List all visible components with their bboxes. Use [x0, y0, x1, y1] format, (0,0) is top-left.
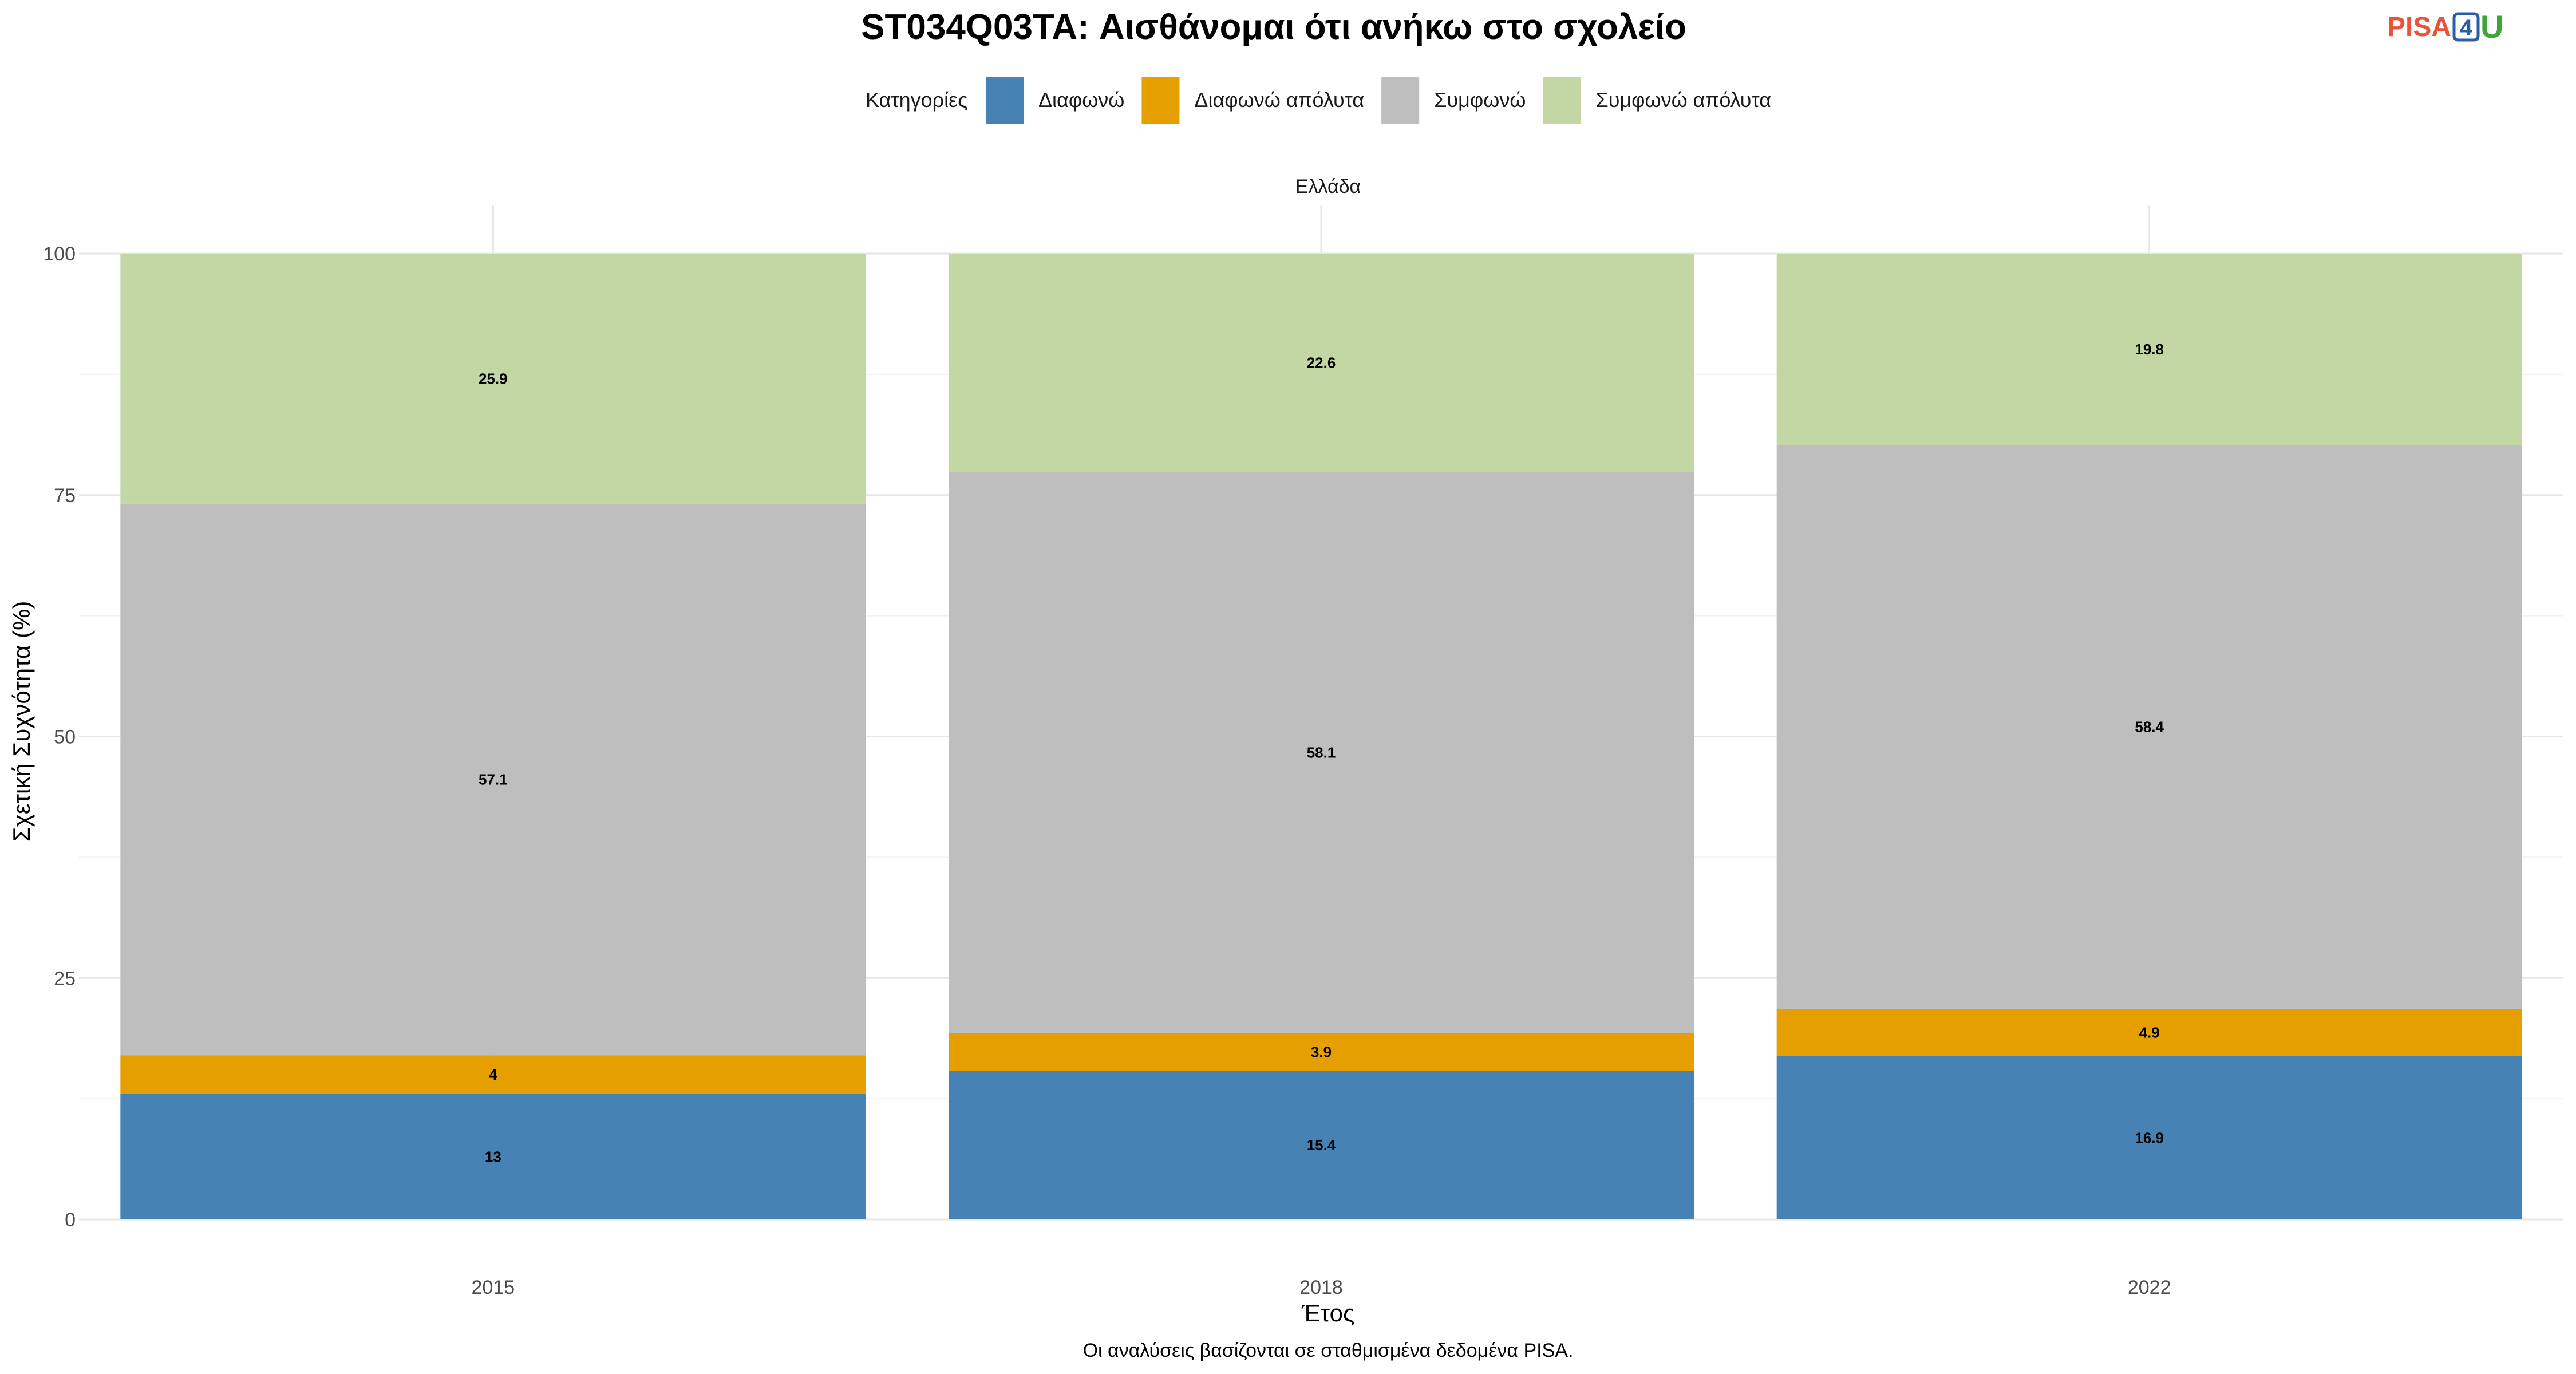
- bar-segment: [120, 1055, 866, 1094]
- pisa4u-logo: PISA 4 U: [2387, 9, 2503, 45]
- bar-value-label: 15.4: [1307, 1136, 1336, 1154]
- bar-value-label: 57.1: [479, 771, 508, 788]
- y-tick-label: 25: [54, 968, 76, 989]
- y-tick-label: 50: [54, 727, 76, 748]
- chart-title: ST034Q03TA: Αισθάνομαι ότι ανήκω στο σχο…: [861, 7, 1686, 47]
- logo-four-box: [2452, 12, 2480, 42]
- bars: [120, 254, 2522, 1219]
- x-axis-ticks: 2015 2018 2022: [472, 1277, 2171, 1298]
- bar-value-label: 13: [485, 1148, 501, 1165]
- bar-value-label: 4.9: [2139, 1024, 2160, 1041]
- bar-value-label: 3.9: [1311, 1043, 1332, 1060]
- bar-value-label: 58.4: [2135, 718, 2164, 736]
- bar-value-label: 25.9: [479, 370, 508, 387]
- x-tick-label: 2015: [472, 1277, 515, 1298]
- legend-label: Διαφωνώ απόλυτα: [1194, 88, 1364, 112]
- bar-segment: [949, 1033, 1694, 1071]
- bar-value-label: 22.6: [1307, 354, 1336, 372]
- bar-value-label: 19.8: [2135, 341, 2164, 358]
- bar-segment: [1776, 445, 2522, 1009]
- legend-key: [1381, 77, 1420, 124]
- legend-label: Συμφωνώ: [1434, 88, 1526, 112]
- x-tick-label: 2022: [2128, 1277, 2171, 1298]
- bar-segment: [949, 472, 1694, 1033]
- legend-key: [1141, 77, 1180, 124]
- bar-value-label: 16.9: [2135, 1129, 2164, 1146]
- x-tick-label: 2018: [1299, 1277, 1343, 1298]
- bar-labels: 13 4 57.1 25.9 15.4 3.9 58.1 22.6 16.9 4.9 58.4 19.…: [479, 341, 2164, 1165]
- y-tick-label: 0: [65, 1209, 76, 1231]
- logo-pisa-text: PISA: [2387, 12, 2451, 42]
- y-axis-ticks: 0 25 50 75 100: [43, 243, 76, 1231]
- bar-value-label: 58.1: [1307, 744, 1336, 761]
- legend-label: Συμφωνώ απόλυτα: [1595, 88, 1771, 112]
- logo-u-text: U: [2480, 9, 2503, 45]
- y-tick-label: 100: [43, 243, 76, 265]
- y-axis-title: Σχετική Συχνότητα (%): [8, 601, 35, 842]
- y-tick-label: 75: [54, 485, 76, 507]
- legend-key: [1543, 77, 1581, 124]
- legend: Κατηγορίες Διαφωνώ Διαφωνώ απόλυτα Συμφωνώ…: [866, 77, 1771, 124]
- bar-segment: [949, 1071, 1694, 1219]
- logo-four-text: 4: [2460, 15, 2473, 41]
- bar-segment: [120, 503, 866, 1056]
- bar-segment: [949, 254, 1694, 472]
- legend-key: [986, 77, 1024, 124]
- bar-segment: [1776, 254, 2522, 445]
- legend-title: Κατηγορίες: [866, 88, 968, 112]
- bar-segment: [120, 254, 866, 504]
- bar-segment: [120, 1093, 866, 1219]
- bar-segment: [1776, 1056, 2522, 1219]
- legend-label: Διαφωνώ: [1038, 88, 1124, 112]
- bar-segment: [1776, 1009, 2522, 1056]
- caption: Οι αναλύσεις βασίζονται σε σταθμισμένα δ…: [1083, 1340, 1574, 1361]
- facet-label: Ελλάδα: [1295, 176, 1361, 198]
- bar-value-label: 4: [489, 1066, 497, 1083]
- legend-items: Διαφωνώ Διαφωνώ απόλυτα Συμφωνώ Συμφωνώ από…: [986, 77, 1771, 124]
- x-axis-title: Έτος: [1301, 1300, 1355, 1326]
